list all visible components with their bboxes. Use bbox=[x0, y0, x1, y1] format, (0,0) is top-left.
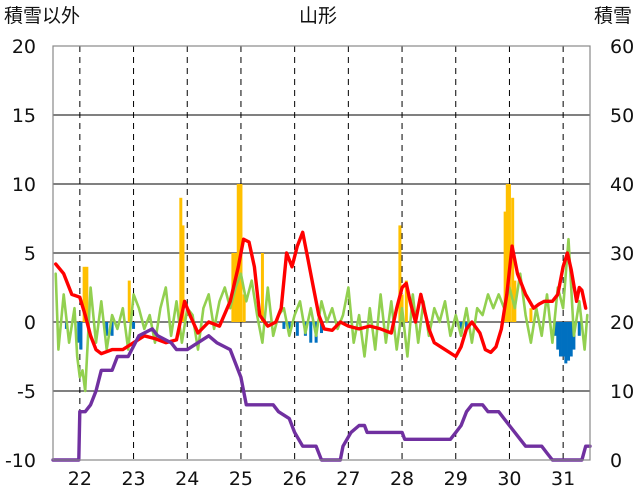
left-tick-label: 15 bbox=[12, 105, 36, 127]
snowfall-bar bbox=[507, 184, 511, 322]
right-tick-label: 40 bbox=[610, 174, 634, 196]
precip-bar bbox=[567, 322, 571, 361]
precip-bar bbox=[295, 322, 299, 336]
day-label: 31 bbox=[551, 468, 575, 490]
snowfall-bar bbox=[503, 211, 507, 322]
precip-bar bbox=[309, 322, 313, 343]
day-label: 25 bbox=[229, 468, 253, 490]
snowfall-bar bbox=[82, 266, 86, 322]
precip-bar bbox=[569, 322, 573, 357]
precip-bar bbox=[105, 322, 109, 336]
snowfall-bar bbox=[505, 184, 509, 322]
left-tick-label: 5 bbox=[24, 243, 36, 265]
left-tick-label: 0 bbox=[24, 312, 36, 334]
right-tick-label: 0 bbox=[610, 450, 622, 472]
precip-bar bbox=[110, 322, 114, 336]
precip-bar bbox=[77, 322, 81, 343]
temperature-line bbox=[54, 230, 588, 359]
right-tick-label: 20 bbox=[610, 312, 634, 334]
precip-bar bbox=[320, 322, 323, 334]
precip-bar bbox=[464, 322, 468, 329]
snowfall-bar bbox=[260, 253, 264, 322]
right-tick-label: 10 bbox=[610, 381, 634, 403]
precip-bar bbox=[459, 322, 463, 329]
left-tick-label: 20 bbox=[12, 36, 36, 58]
day-label: 23 bbox=[121, 468, 145, 490]
left-tick-label: 10 bbox=[12, 174, 36, 196]
precip-bar bbox=[556, 322, 560, 350]
snowfall-bar bbox=[511, 197, 515, 322]
snowfall-bar bbox=[398, 225, 402, 322]
snowfall-bar bbox=[242, 294, 246, 322]
precip-bar bbox=[561, 322, 565, 357]
precip-bar bbox=[79, 322, 83, 350]
right-tick-label: 50 bbox=[610, 105, 634, 127]
left-tick-label: -10 bbox=[5, 450, 36, 472]
snowfall-bar bbox=[181, 225, 185, 322]
precip-bar bbox=[558, 322, 562, 357]
plot-frame bbox=[52, 45, 591, 461]
snowfall-bar bbox=[236, 184, 240, 322]
left-tick-label: -5 bbox=[17, 381, 36, 403]
snowfall-bar bbox=[127, 280, 131, 322]
day-label: 27 bbox=[336, 468, 360, 490]
precip-bar bbox=[287, 322, 291, 329]
snowfall-bar bbox=[404, 280, 408, 322]
precip-bar bbox=[132, 322, 136, 329]
right-axis-label: 積雪 bbox=[594, 5, 632, 27]
snowfall-bar bbox=[529, 308, 533, 322]
day-label: 28 bbox=[390, 468, 414, 490]
precip-bar bbox=[564, 322, 568, 364]
day-label: 26 bbox=[283, 468, 307, 490]
precip-bar bbox=[553, 322, 557, 336]
snow_depth-line bbox=[51, 327, 592, 462]
chart-title: 山形 bbox=[299, 5, 337, 27]
right-tick-label: 30 bbox=[610, 243, 634, 265]
day-label: 24 bbox=[175, 468, 199, 490]
day-label: 30 bbox=[497, 468, 521, 490]
snowfall-bar bbox=[179, 197, 183, 322]
day-label: 22 bbox=[68, 468, 92, 490]
precip-bar bbox=[577, 322, 581, 336]
day-label: 29 bbox=[444, 468, 468, 490]
precip-bar bbox=[282, 322, 286, 329]
other-line bbox=[54, 237, 589, 393]
line-layer bbox=[51, 230, 592, 462]
left-axis-label: 積雪以外 bbox=[4, 5, 80, 27]
snowfall-bar bbox=[85, 266, 89, 322]
right-tick-label: 60 bbox=[610, 36, 634, 58]
